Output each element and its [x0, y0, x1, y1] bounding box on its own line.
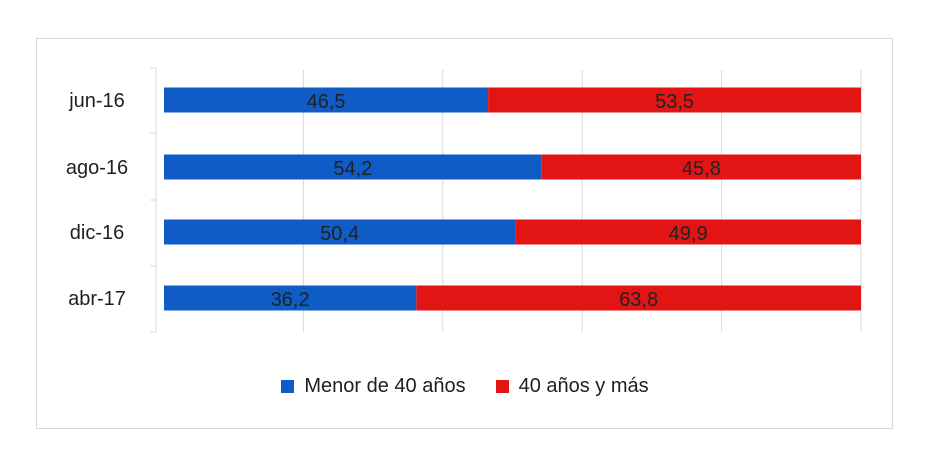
bar-segment [488, 87, 861, 113]
data-label: 53,5 [655, 91, 694, 113]
data-label: 49,9 [669, 223, 708, 245]
bars [164, 87, 861, 311]
bar-segment [164, 154, 542, 180]
category-label: dic-16 [70, 222, 124, 244]
data-labels: 46,5 53,5 54,2 45,8 50,4 49,9 36,2 63,8 [271, 91, 721, 311]
data-label: 46,5 [307, 91, 346, 113]
category-label: ago-16 [66, 157, 128, 179]
category-label: abr-17 [68, 288, 126, 310]
legend-label-series-1: Menor de 40 años [304, 374, 466, 397]
bar-segment [164, 219, 516, 245]
legend-swatch-series-2 [495, 379, 509, 393]
legend-item-series-1: Menor de 40 años [281, 374, 466, 398]
data-label: 50,4 [320, 223, 359, 245]
legend-label-series-2: 40 años y más [518, 374, 649, 397]
data-label: 36,2 [271, 289, 310, 311]
data-label: 54,2 [333, 158, 372, 180]
legend-item-series-2: 40 años y más [495, 374, 649, 398]
bar-segment [515, 219, 861, 245]
bar-segment [541, 154, 861, 180]
category-axis: jun-16 ago-16 dic-16 abr-17 [66, 67, 157, 333]
bar-segment [164, 285, 417, 311]
data-label: 45,8 [682, 158, 721, 180]
category-label: jun-16 [68, 90, 125, 112]
data-label: 63,8 [619, 289, 658, 311]
legend-swatch-series-1 [281, 379, 295, 393]
bar-segment [416, 285, 861, 311]
legend: Menor de 40 años 40 años y más [0, 373, 930, 399]
bar-segment [164, 87, 489, 113]
